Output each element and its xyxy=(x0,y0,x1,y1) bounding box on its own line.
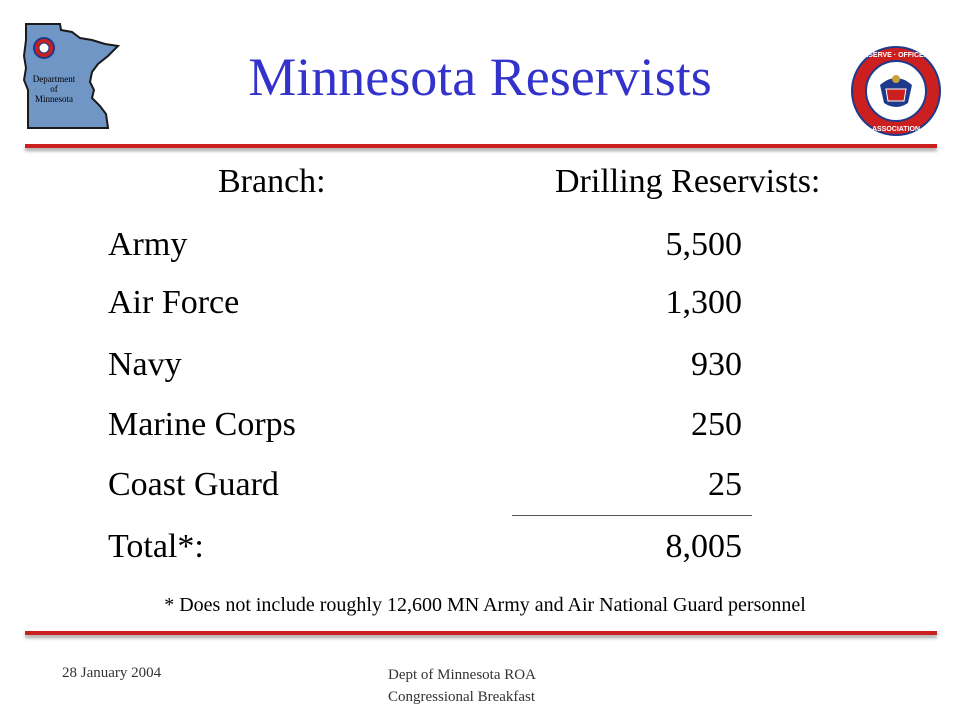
svg-text:Minnesota: Minnesota xyxy=(35,94,73,104)
total-count: 8,005 xyxy=(665,528,743,565)
svg-text:of: of xyxy=(50,84,58,94)
svg-text:ASSOCIATION: ASSOCIATION xyxy=(872,126,920,133)
bottom-divider xyxy=(25,631,937,635)
footer-event-line1: Dept of Minnesota ROA xyxy=(388,667,536,683)
table-row: Coast Guard 25 xyxy=(0,466,960,510)
reservist-count: 5,500 xyxy=(665,226,743,263)
svg-text:Department: Department xyxy=(33,74,76,84)
footnote: * Does not include roughly 12,600 MN Arm… xyxy=(164,594,806,616)
branch-name: Navy xyxy=(108,346,182,383)
total-row: Total*: 8,005 xyxy=(0,528,960,572)
sum-underline xyxy=(512,515,752,516)
branch-name: Army xyxy=(108,226,188,263)
branch-name: Air Force xyxy=(108,284,240,321)
total-label: Total*: xyxy=(108,528,204,565)
footer-event: Dept of Minnesota ROA Congressional Brea… xyxy=(388,665,536,709)
table-row: Army 5,500 xyxy=(0,226,960,270)
reservist-count: 25 xyxy=(708,466,742,503)
reservist-count: 1,300 xyxy=(665,284,743,321)
table-row: Marine Corps 250 xyxy=(0,406,960,450)
branch-column-header: Branch: xyxy=(218,163,326,200)
branch-name: Marine Corps xyxy=(108,406,296,443)
top-divider xyxy=(25,144,937,148)
roa-seal-logo: RESERVE · OFFICERS ASSOCIATION xyxy=(851,46,941,136)
table-row: Air Force 1,300 xyxy=(0,284,960,328)
svg-text:RESERVE · OFFICERS: RESERVE · OFFICERS xyxy=(859,52,934,59)
count-column-header: Drilling Reservists: xyxy=(555,163,821,200)
footer-event-line2: Congressional Breakfast xyxy=(388,688,536,705)
table-row: Navy 930 xyxy=(0,346,960,390)
slide-title: Minnesota Reservists xyxy=(248,47,712,107)
branch-name: Coast Guard xyxy=(108,466,279,503)
reservist-count: 250 xyxy=(691,406,742,443)
footer-date: 28 January 2004 xyxy=(62,665,162,681)
reservist-count: 930 xyxy=(691,346,742,383)
department-of-minnesota-logo: Department of Minnesota xyxy=(22,23,121,129)
